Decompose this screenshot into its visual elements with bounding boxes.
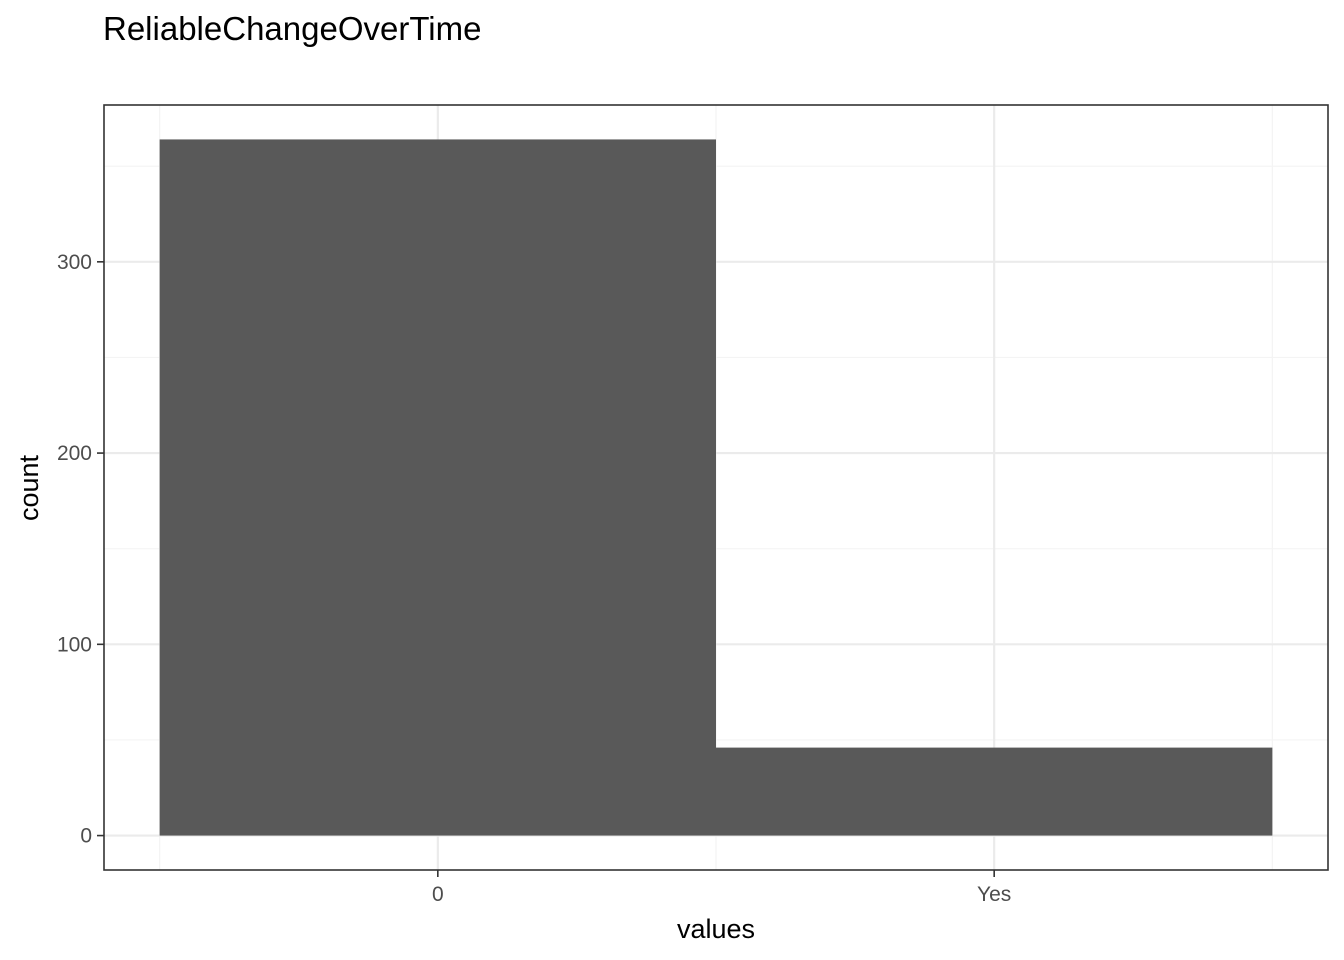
y-tick-label: 100 (57, 633, 92, 656)
plot-panel (103, 104, 1329, 871)
x-tick-label: 0 (432, 883, 444, 906)
bar-yes (716, 747, 1273, 836)
x-axis: 0 Yes (432, 870, 1011, 906)
y-tick-label: 200 (57, 442, 92, 465)
y-tick-label: 0 (80, 825, 92, 848)
bar-layer (159, 139, 1273, 836)
y-axis-title: count (14, 454, 44, 521)
x-axis-title: values (677, 914, 755, 944)
chart-title: ReliableChangeOverTime (103, 10, 481, 47)
bar-0 (159, 139, 717, 836)
y-tick-label: 300 (57, 251, 92, 274)
panel-border (103, 104, 1329, 871)
y-axis: 0 100 200 300 (57, 251, 104, 848)
x-tick-label: Yes (977, 883, 1011, 906)
